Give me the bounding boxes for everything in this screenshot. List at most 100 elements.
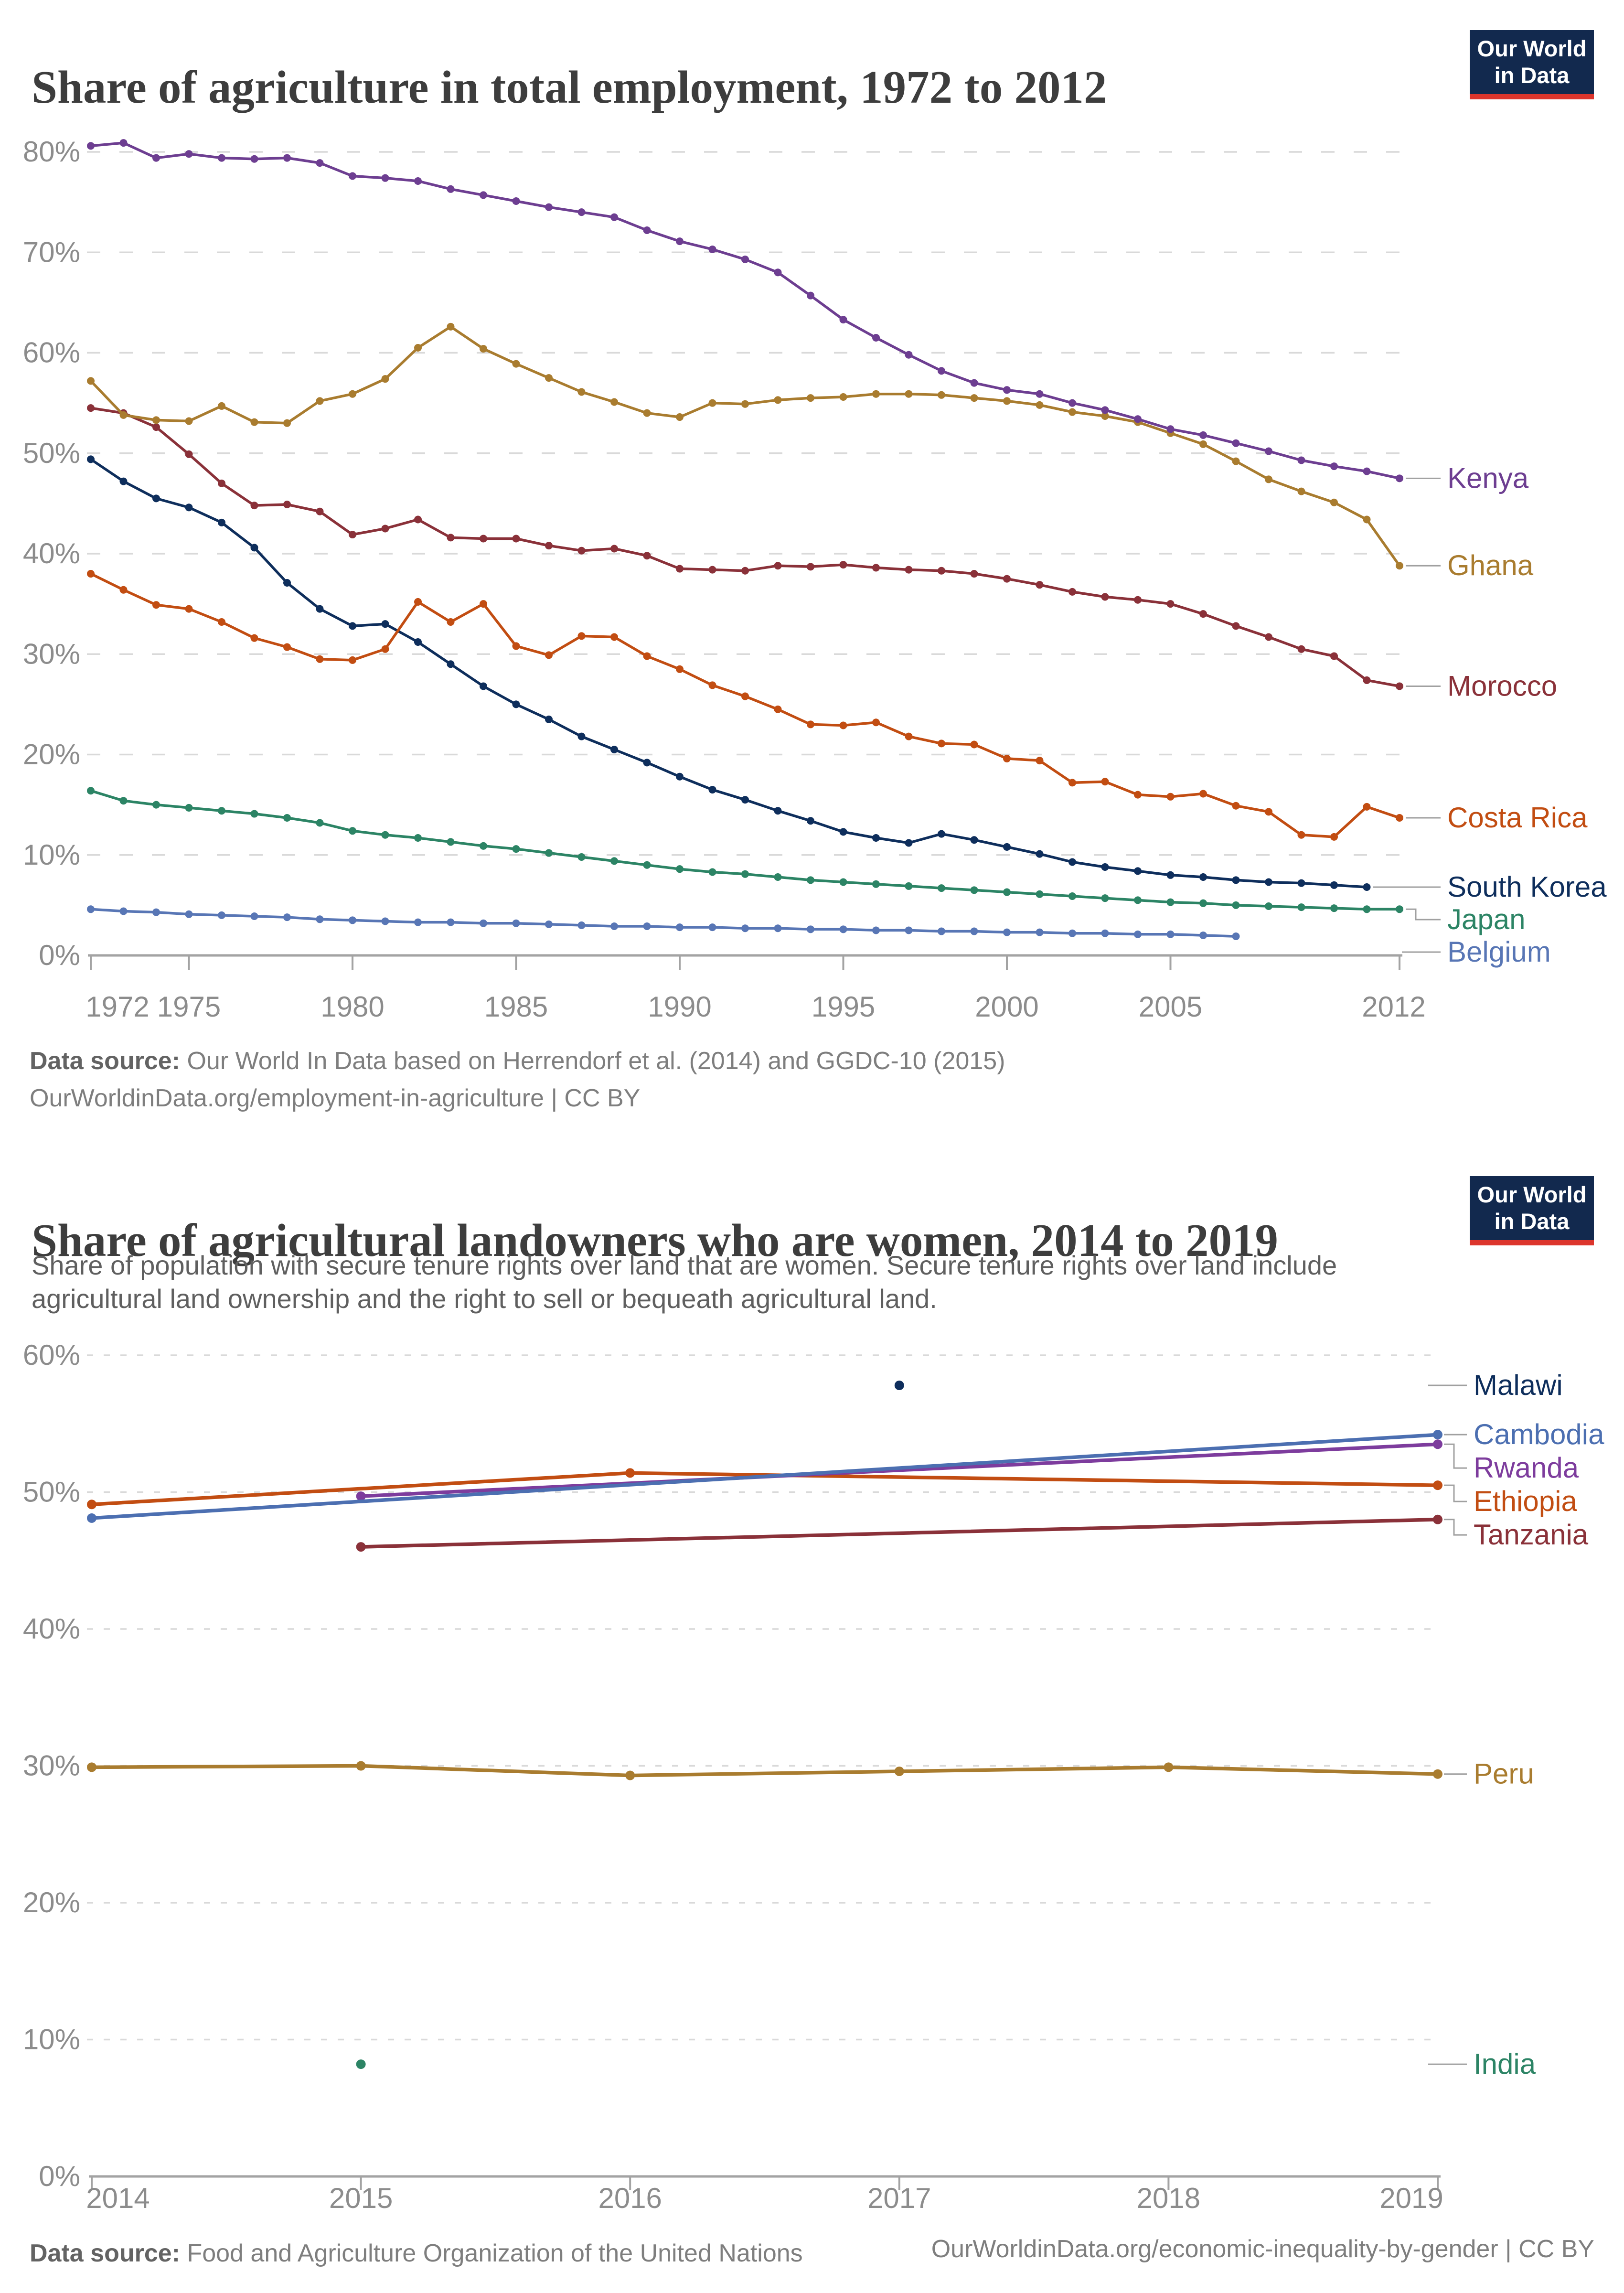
series-point-belgium-2006[interactable] [1199,931,1207,939]
series-point-japan-1975[interactable] [185,804,193,812]
series-point-kenya-1975[interactable] [185,150,193,158]
series-point-costa-rica-2007[interactable] [1232,802,1240,810]
series-point-costa-rica-1995[interactable] [839,721,847,729]
series-point-south-korea-1979[interactable] [316,605,324,613]
series-point-japan-1978[interactable] [283,814,291,822]
series-point-japan-1992[interactable] [741,870,749,878]
owid-logo-2[interactable]: Our World in Data [1470,1176,1594,1245]
series-point-japan-2000[interactable] [1003,888,1011,896]
series-point-kenya-1998[interactable] [938,367,945,375]
chart2-source-url[interactable]: OurWorldinData.org/economic-inequality-b… [931,2235,1594,2263]
series-point-south-korea-2002[interactable] [1068,858,1076,866]
series-point-ghana-1979[interactable] [316,397,324,405]
series-label-south-korea[interactable]: South Korea [1447,871,1607,903]
series-point-kenya-1993[interactable] [774,268,782,277]
series-point-kenya-1982[interactable] [414,177,422,185]
series-point-kenya-1988[interactable] [610,213,618,221]
series-point-morocco-2004[interactable] [1134,596,1142,604]
series-point-costa-rica-1994[interactable] [807,720,814,729]
series-point-japan-2008[interactable] [1265,902,1272,910]
series-point-japan-1976[interactable] [218,807,225,815]
series-point-japan-2005[interactable] [1166,898,1175,906]
series-point-south-korea-1980[interactable] [349,622,356,630]
series-point-tanzania-2015[interactable] [356,1542,366,1552]
series-point-kenya-1980[interactable] [349,172,356,180]
series-point-belgium-2004[interactable] [1134,930,1142,938]
series-point-ghana-2007[interactable] [1232,457,1240,465]
series-point-costa-rica-2009[interactable] [1297,831,1305,839]
series-point-kenya-1979[interactable] [316,159,324,167]
series-point-kenya-1984[interactable] [480,191,487,199]
series-point-south-korea-2003[interactable] [1101,863,1109,871]
series-point-ghana-2011[interactable] [1363,515,1371,524]
series-point-belgium-1982[interactable] [414,918,422,926]
series-point-japan-2010[interactable] [1330,904,1338,912]
owid-logo[interactable]: Our World in Data [1470,30,1594,99]
series-point-belgium-1976[interactable] [218,911,225,919]
series-point-costa-rica-1993[interactable] [774,705,782,713]
series-point-morocco-1994[interactable] [807,563,814,571]
series-point-peru-2014[interactable] [87,1762,96,1772]
series-point-kenya-1997[interactable] [905,351,913,359]
series-point-south-korea-1992[interactable] [741,796,749,804]
series-point-belgium-1991[interactable] [708,923,716,932]
series-point-morocco-1975[interactable] [185,450,193,458]
series-point-morocco-1999[interactable] [970,570,978,578]
series-point-kenya-1976[interactable] [218,154,225,162]
series-point-kenya-2003[interactable] [1101,406,1109,414]
series-point-morocco-1990[interactable] [676,565,684,573]
series-point-belgium-2001[interactable] [1036,928,1044,936]
series-point-kenya-2001[interactable] [1036,390,1044,398]
series-point-costa-rica-1989[interactable] [643,652,651,660]
series-point-belgium-1996[interactable] [872,926,880,934]
series-point-kenya-1973[interactable] [119,139,128,147]
series-point-ghana-1990[interactable] [676,413,684,421]
series-point-belgium-1972[interactable] [87,905,95,913]
series-point-morocco-1972[interactable] [87,404,95,412]
series-label-ghana[interactable]: Ghana [1447,549,1534,581]
series-point-belgium-2005[interactable] [1166,930,1175,938]
series-point-cambodia-2014[interactable] [87,1513,96,1523]
series-point-belgium-1979[interactable] [316,915,324,923]
series-point-tanzania-2019[interactable] [1433,1514,1442,1524]
series-label-rwanda[interactable]: Rwanda [1474,1452,1579,1484]
series-point-ghana-1999[interactable] [970,394,978,402]
series-label-belgium[interactable]: Belgium [1447,936,1551,968]
series-point-morocco-2008[interactable] [1265,633,1272,641]
series-point-costa-rica-1997[interactable] [905,732,913,740]
series-point-costa-rica-1984[interactable] [480,600,487,608]
series-point-south-korea-1995[interactable] [839,828,847,836]
series-label-peru[interactable]: Peru [1474,1758,1534,1790]
series-point-kenya-2012[interactable] [1396,474,1403,482]
series-point-peru-2015[interactable] [356,1761,366,1771]
series-point-morocco-1979[interactable] [316,507,324,515]
series-point-costa-rica-2004[interactable] [1134,791,1142,799]
series-point-japan-1977[interactable] [250,810,258,818]
series-point-peru-2016[interactable] [625,1770,635,1780]
series-point-ghana-2000[interactable] [1003,397,1011,405]
series-point-costa-rica-1990[interactable] [676,665,684,673]
series-point-kenya-1986[interactable] [545,203,553,211]
series-point-morocco-1985[interactable] [512,535,520,543]
series-point-south-korea-1984[interactable] [480,682,487,690]
series-point-south-korea-1998[interactable] [938,830,945,838]
series-point-morocco-1978[interactable] [283,500,291,508]
series-point-morocco-2012[interactable] [1396,682,1403,690]
series-line-belgium[interactable] [89,908,1238,938]
series-point-costa-rica-1978[interactable] [283,643,291,651]
series-point-kenya-1992[interactable] [741,255,749,263]
series-line-kenya[interactable] [89,141,1401,480]
series-point-belgium-1994[interactable] [807,925,814,933]
series-point-ghana-1988[interactable] [610,398,618,406]
series-point-belgium-1998[interactable] [938,927,945,935]
series-point-kenya-2004[interactable] [1134,415,1142,423]
series-point-kenya-1977[interactable] [250,155,258,163]
series-point-belgium-1987[interactable] [577,921,586,929]
series-point-costa-rica-1976[interactable] [218,618,225,626]
series-point-kenya-2002[interactable] [1068,399,1076,407]
series-point-morocco-2007[interactable] [1232,622,1240,630]
series-point-south-korea-2000[interactable] [1003,843,1011,851]
series-point-japan-1974[interactable] [152,801,160,809]
series-point-japan-2007[interactable] [1232,901,1240,909]
series-point-south-korea-1982[interactable] [414,638,422,646]
